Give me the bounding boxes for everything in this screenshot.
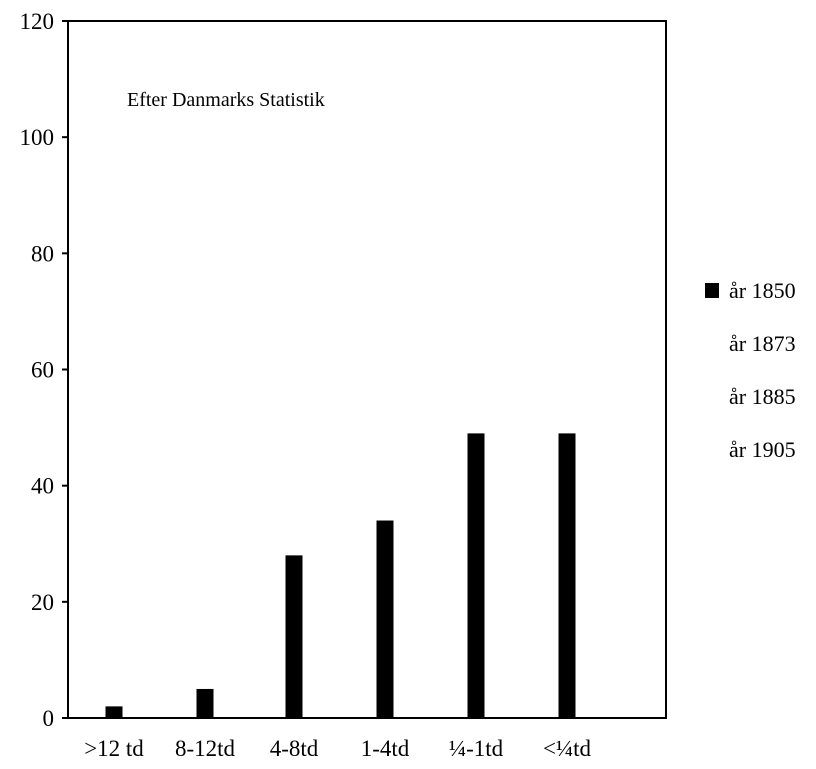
legend-label: år 1850 xyxy=(729,278,796,303)
bar-0-2 xyxy=(285,555,303,718)
y-tick-label: 100 xyxy=(20,125,55,150)
bar-0-0 xyxy=(105,706,123,718)
x-tick-label: 8-12td xyxy=(175,736,236,761)
legend-swatch xyxy=(705,283,719,298)
legend-label: år 1905 xyxy=(729,437,796,462)
legend-label: år 1873 xyxy=(729,331,796,356)
bar-0-3 xyxy=(376,520,394,718)
x-tick-label: >12 td xyxy=(84,736,144,761)
y-tick-label: 20 xyxy=(31,590,54,615)
x-tick-label: 4-8td xyxy=(270,736,319,761)
y-tick-label: 120 xyxy=(20,9,55,34)
legend-swatch xyxy=(705,336,719,351)
legend-swatch xyxy=(705,442,719,457)
source-annotation: Efter Danmarks Statistik xyxy=(127,89,325,111)
x-tick-label: <¼td xyxy=(543,736,592,761)
y-tick-label: 80 xyxy=(31,241,54,266)
x-tick-label: 1-4td xyxy=(361,736,410,761)
y-tick-label: 0 xyxy=(43,706,55,731)
legend: år 1850 år 1873 år 1885 år 1905 xyxy=(705,278,796,462)
y-tick-label: 60 xyxy=(31,358,54,383)
y-tick-label: 40 xyxy=(31,474,54,499)
bar-0-4 xyxy=(467,433,485,718)
legend-label: år 1885 xyxy=(729,384,796,409)
legend-swatch xyxy=(705,389,719,404)
plot-frame xyxy=(67,20,667,719)
bar-0-1 xyxy=(196,688,214,718)
bars-group xyxy=(105,433,576,718)
x-axis-labels: >12 td 8-12td 4-8td 1-4td ¼-1td <¼td xyxy=(84,736,591,761)
x-tick-label: ¼-1td xyxy=(449,736,504,761)
bar-0-5 xyxy=(558,433,576,718)
y-axis-ticks: 0 20 40 60 80 100 120 xyxy=(20,9,68,731)
